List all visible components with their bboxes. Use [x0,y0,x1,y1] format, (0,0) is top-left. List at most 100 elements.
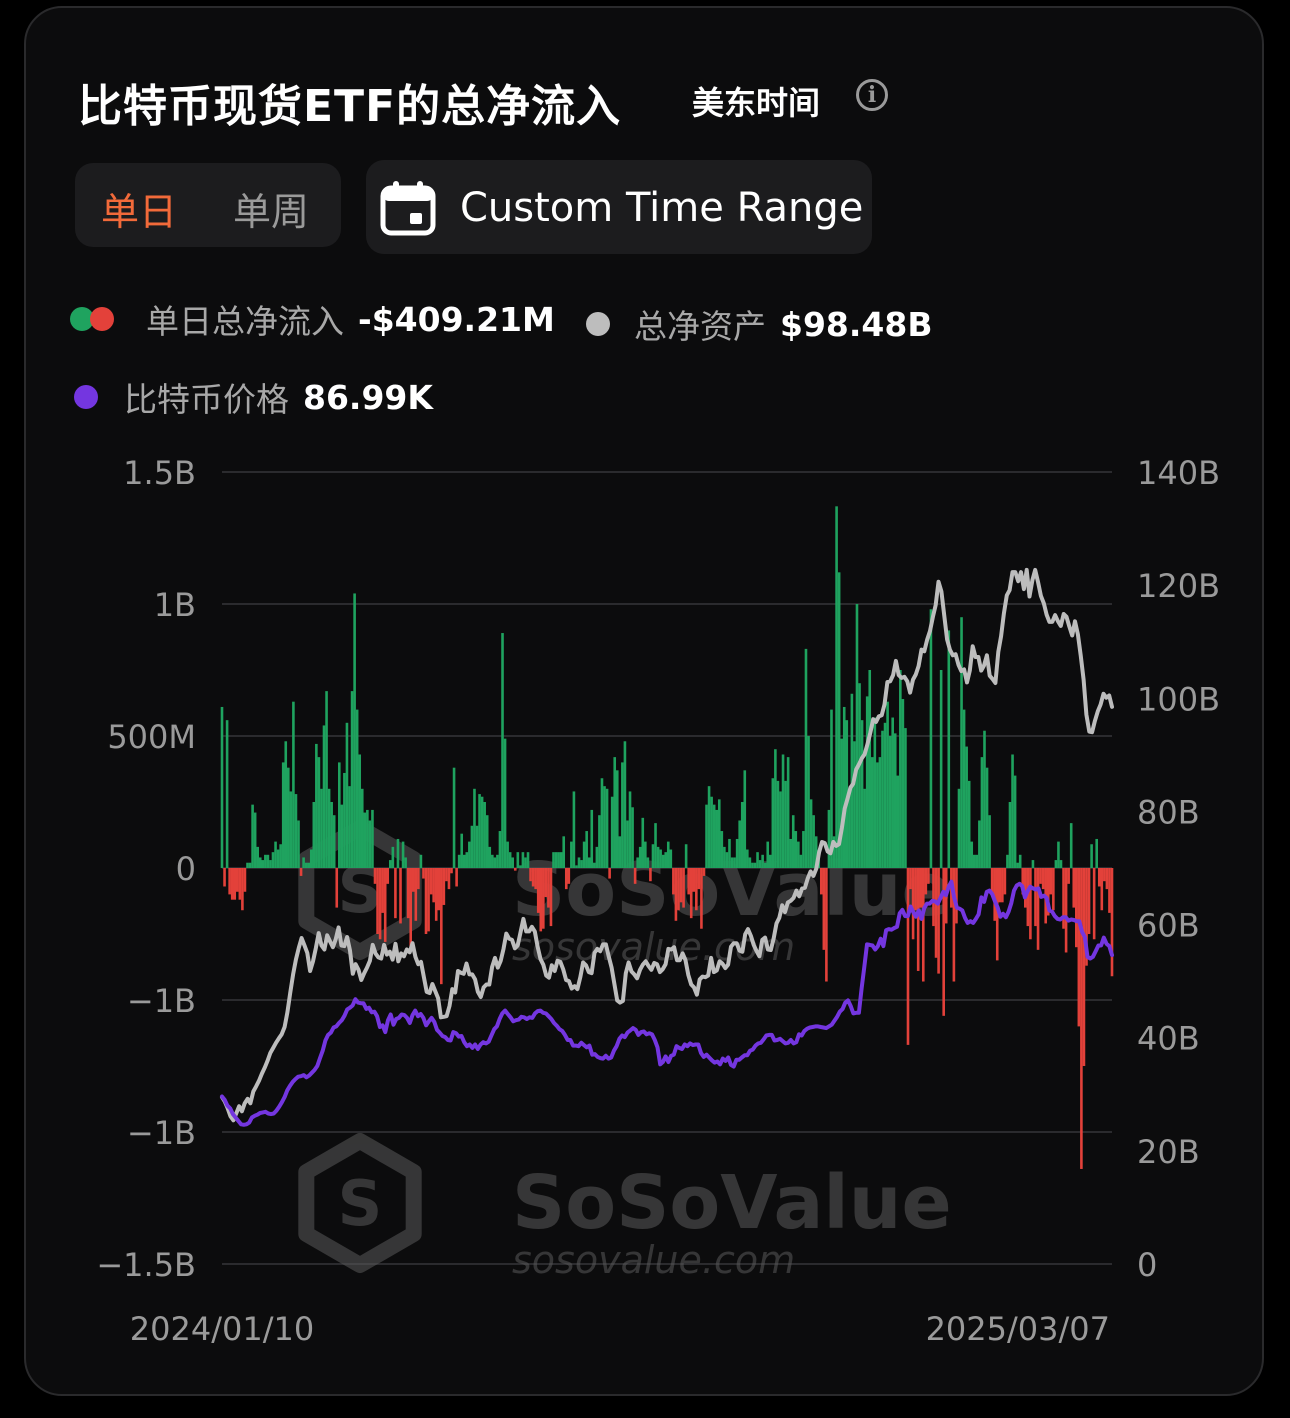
inflow-bar [786,757,790,868]
net-inflow-label: 单日总净流入 [146,302,344,341]
inflow-bar [978,820,981,868]
right-tick-label: 120B [1137,567,1220,605]
inflow-bar [878,757,882,868]
inflow-bar [1062,868,1065,929]
inflow-bar [916,868,920,971]
inflow-bar [863,788,866,868]
right-tick-label: 60B [1137,907,1200,945]
inflow-bar [789,838,792,868]
inflow-bar [519,865,522,868]
inflow-bar [774,749,777,868]
inflow-bar [1105,868,1109,890]
inflow-bar [735,838,739,868]
inflow-bar [927,868,930,884]
inflow-bar [886,701,889,868]
right-tick-label: 0 [1137,1246,1157,1284]
inflow-bar [220,706,224,868]
inflow-bar [972,854,976,868]
inflow-bar [937,868,940,974]
left-tick-label: 1.5B [123,454,196,492]
inflow-bar [447,868,451,890]
inflow-bar [998,868,1002,903]
inflow-bar [962,709,966,868]
inflow-bar [957,788,961,868]
inflow-bar [858,683,861,868]
inflow-bar [848,794,851,868]
inflow-bar [743,770,747,868]
inflow-bar [751,862,754,868]
inflow-bar [465,852,469,868]
right-tick-label: 40B [1137,1020,1200,1058]
inflow-bar [853,741,856,868]
inflow-bar [623,741,627,868]
left-tick-label: 0 [176,850,196,888]
inflow-bar [327,788,331,868]
inflow-bar [1085,868,1088,966]
inflow-bar [590,809,594,868]
info-icon[interactable]: i [856,79,888,111]
watermark-url: sosovalue.com [512,1238,795,1282]
inflow-bar [712,804,716,868]
inflow-bar [521,852,525,868]
inflow-bar [559,852,563,868]
inflow-bar [572,791,576,868]
net-inflow-value: -$409.21M [358,299,555,339]
inflow-bar [335,868,339,908]
inflow-bar [802,831,805,868]
inflow-bar [557,852,560,868]
inflow-bar [756,852,759,868]
inflow-bar [424,868,428,934]
tab-daily[interactable]: 单日 [101,190,178,234]
inflow-bar [320,788,323,868]
inflow-bar [582,841,586,868]
inflow-bar [1108,868,1111,913]
inflow-bar [1034,868,1037,927]
inflow-bar [253,812,257,868]
inflow-bar [230,868,234,900]
inflow-bar [462,854,466,868]
left-tick-label: −1B [127,982,196,1020]
inflow-bar [666,841,670,868]
inflow-bar [544,868,548,898]
inflow-bar [1041,868,1045,890]
inflow-bar [294,794,298,868]
price-value: 86.99K [303,377,433,417]
assets-value: $98.48B [780,304,933,344]
inflow-bar [1080,868,1083,1169]
inflow-bar [360,788,364,868]
inflow-bar [488,846,492,868]
inflow-bar [1069,823,1073,868]
inflow-bar [325,691,328,868]
inflow-bar [261,860,265,868]
inflow-bar [562,836,566,868]
inflow-bar [797,841,800,868]
inflow-bar [355,709,359,868]
inflow-bar [468,841,471,868]
page-title: 比特币现货ETF的总净流入 [78,81,622,132]
inflow-bar [266,854,270,868]
inflow-bar [970,841,974,868]
left-tick-label: 1B [154,586,196,624]
custom-range-button[interactable]: Custom Time Range [366,160,872,254]
inflow-bar [394,868,397,919]
inflow-bar [279,844,282,868]
inflow-bar [763,862,767,868]
inflow-bar [904,728,907,868]
inflow-bar [552,852,555,868]
inflow-bar [932,868,935,927]
inflow-bar [1031,860,1035,868]
inflow-bar [526,852,530,868]
tab-weekly[interactable]: 单周 [233,190,310,234]
inflow-bar [1067,868,1070,884]
inflow-bar [299,868,303,876]
inflow-bar [758,860,762,868]
inflow-bar [498,831,502,868]
inflow-bar [317,757,321,868]
inflow-bar [475,825,479,868]
inflow-bar [577,857,581,868]
inflow-bar [1036,868,1040,950]
inflow-bar [348,786,351,868]
inflow-bar [1057,841,1060,868]
inflow-bar [781,754,785,868]
